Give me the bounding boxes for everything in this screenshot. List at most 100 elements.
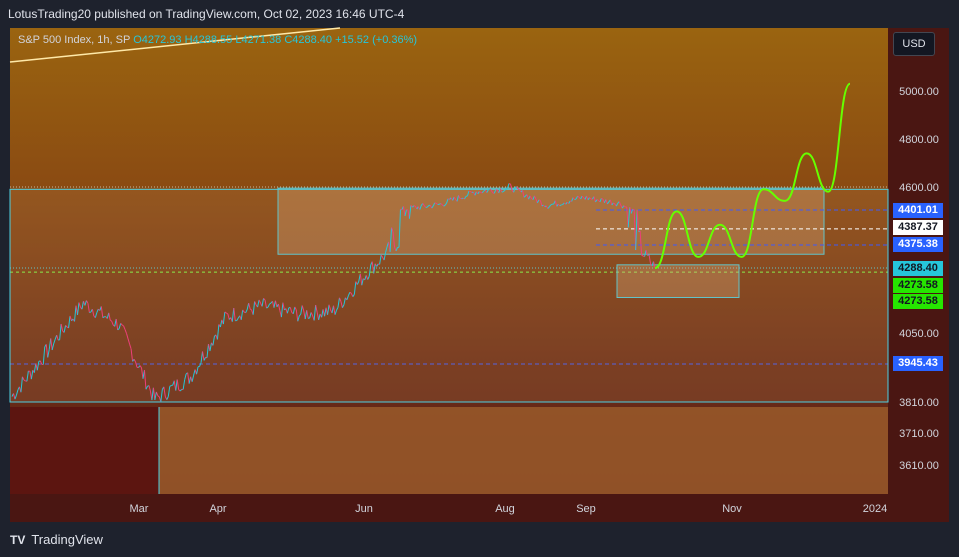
- price-candle: [15, 389, 19, 396]
- price-candle: [310, 312, 314, 316]
- price-candle: [431, 205, 434, 209]
- price-candle: [599, 198, 602, 203]
- price-candle: [23, 379, 26, 382]
- price-candle: [109, 319, 113, 322]
- y-tick-label: 3810.00: [899, 397, 939, 409]
- symbol-label[interactable]: S&P 500 Index, 1h, SP: [18, 34, 131, 46]
- price-candle: [203, 357, 206, 361]
- price-candle: [432, 202, 436, 207]
- price-candle: [517, 188, 520, 191]
- price-candle: [492, 192, 495, 194]
- price-candle: [543, 204, 546, 208]
- price-candle: [212, 336, 215, 346]
- price-candle: [443, 204, 446, 207]
- currency-button[interactable]: USD: [893, 32, 935, 56]
- price-candle: [504, 188, 507, 191]
- price-candle: [167, 386, 171, 397]
- price-candle: [227, 313, 230, 320]
- price-candle: [78, 302, 81, 308]
- brand-name: TradingView: [31, 532, 103, 547]
- price-candle: [84, 300, 87, 306]
- bottom-zone: [159, 407, 888, 494]
- x-tick-label: Nov: [722, 503, 742, 515]
- price-candle: [155, 391, 159, 397]
- price-candle: [447, 198, 450, 200]
- price-candle: [157, 395, 160, 398]
- price-candle: [100, 306, 104, 318]
- price-candle: [143, 370, 147, 390]
- price-candle: [353, 281, 357, 295]
- x-tick-label: Sep: [576, 503, 596, 515]
- price-candle: [306, 310, 309, 319]
- price-candle: [30, 370, 34, 380]
- price-candle: [383, 252, 387, 261]
- price-candle: [609, 199, 613, 206]
- high-value: H4288.55: [184, 34, 233, 46]
- price-candle: [39, 360, 43, 365]
- price-candle: [129, 343, 132, 349]
- price-candle: [408, 205, 412, 219]
- price-candle: [338, 297, 342, 302]
- price-candle: [513, 187, 516, 193]
- price-candle: [21, 376, 25, 381]
- price-candle: [184, 373, 187, 380]
- price-candle: [395, 247, 398, 252]
- price-candle: [94, 312, 98, 318]
- price-tag: 4375.38: [893, 237, 943, 252]
- price-candle: [510, 184, 513, 191]
- price-candle: [479, 191, 482, 193]
- price-candle: [645, 250, 649, 256]
- price-candle: [191, 375, 195, 382]
- range-box: [9, 188, 889, 403]
- price-candle: [257, 299, 260, 308]
- price-candle: [499, 188, 503, 193]
- price-candle: [226, 312, 229, 315]
- price-candle: [334, 310, 337, 315]
- price-candle: [231, 308, 235, 322]
- price-candle: [56, 334, 59, 341]
- price-candle: [26, 370, 29, 382]
- price-candle: [269, 302, 272, 305]
- price-candle: [60, 323, 64, 332]
- price-candle: [493, 189, 497, 194]
- price-candle: [490, 189, 494, 194]
- price-candle: [641, 254, 644, 257]
- price-candle: [178, 389, 181, 392]
- price-candle: [274, 300, 278, 308]
- price-candle: [389, 227, 393, 252]
- price-candle: [601, 197, 604, 200]
- price-candle: [636, 209, 640, 232]
- price-candle: [605, 199, 608, 205]
- price-candle: [120, 323, 123, 326]
- price-candle: [544, 205, 547, 208]
- price-candle: [541, 204, 544, 207]
- price-candle: [300, 305, 303, 315]
- price-candle: [96, 308, 99, 313]
- y-tick-label: 4600.00: [899, 182, 939, 194]
- price-candle: [233, 308, 236, 321]
- price-candle: [474, 191, 477, 196]
- price-candle: [14, 394, 17, 400]
- price-candle: [179, 389, 183, 392]
- price-candle: [318, 313, 321, 321]
- price-candle: [118, 323, 122, 329]
- price-candle: [13, 393, 16, 400]
- publisher-header: LotusTrading20 published on TradingView.…: [8, 7, 405, 21]
- price-candle: [581, 195, 584, 198]
- price-candle: [340, 301, 343, 308]
- price-candle: [568, 200, 571, 204]
- price-candle: [154, 391, 157, 401]
- y-tick-label: 3710.00: [899, 428, 939, 440]
- price-candle: [280, 302, 284, 318]
- price-candle: [398, 209, 401, 248]
- price-candle: [289, 307, 293, 313]
- price-candle: [486, 189, 489, 193]
- price-candle: [613, 202, 616, 205]
- price-candle: [248, 303, 251, 309]
- price-candle: [160, 389, 163, 402]
- price-candle: [126, 333, 129, 340]
- price-candle: [85, 300, 89, 304]
- price-candle: [606, 201, 610, 205]
- price-candle: [347, 292, 351, 296]
